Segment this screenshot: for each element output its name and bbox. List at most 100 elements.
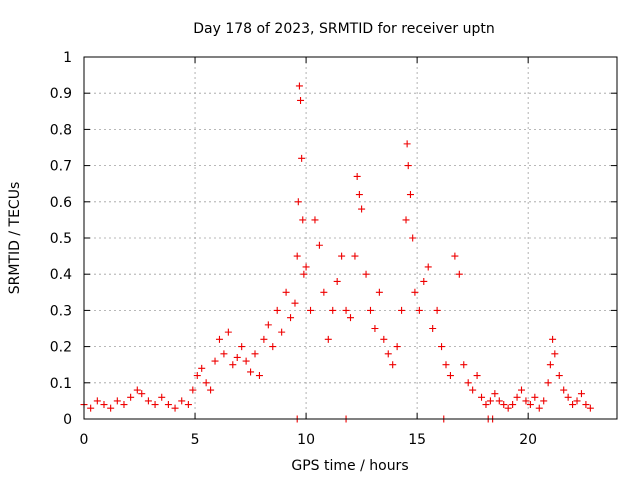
data-point [371, 325, 379, 332]
data-point [522, 397, 530, 405]
data-point [207, 386, 215, 394]
data-point [333, 277, 341, 285]
data-point [113, 397, 121, 405]
x-tick-label: 0 [80, 432, 89, 448]
data-point [531, 393, 539, 401]
data-point [151, 401, 159, 409]
data-point [100, 401, 108, 409]
data-point [544, 379, 552, 387]
data-point [120, 401, 128, 409]
data-point [546, 361, 554, 369]
data-point [269, 343, 277, 351]
x-axis-label: GPS time / hours [291, 458, 408, 474]
data-point [353, 172, 361, 180]
data-point [189, 386, 197, 394]
data-point [504, 404, 512, 412]
data-point [178, 397, 186, 405]
data-point [362, 270, 370, 278]
data-point [133, 386, 141, 394]
data-point [158, 393, 166, 401]
data-point [358, 205, 366, 213]
data-point [482, 401, 490, 409]
data-point [573, 397, 581, 405]
data-point [229, 361, 237, 369]
y-tick-label: 1 [63, 50, 72, 66]
data-point [409, 234, 417, 242]
data-point [455, 270, 463, 278]
y-tick-label: 0.3 [50, 303, 72, 319]
data-point [491, 390, 499, 398]
data-point [127, 393, 135, 401]
data-point [375, 288, 383, 296]
x-tick-label: 5 [191, 432, 200, 448]
data-point [107, 404, 115, 412]
data-point [307, 306, 315, 314]
data-point [198, 364, 206, 372]
data-point [486, 397, 494, 405]
data-point [560, 386, 568, 394]
y-tick-label: 0 [63, 412, 72, 428]
data-point [442, 361, 450, 369]
data-point [569, 401, 577, 409]
data-point [402, 216, 410, 224]
data-point [469, 386, 477, 394]
data-point [398, 306, 406, 314]
y-tick-label: 0.7 [50, 159, 72, 175]
data-point [415, 306, 423, 314]
data-point [164, 401, 172, 409]
data-point [293, 252, 301, 260]
data-point [233, 353, 241, 361]
data-point [429, 325, 437, 332]
x-tick-label: 10 [297, 432, 315, 448]
data-point [500, 401, 508, 409]
data-point [438, 343, 446, 351]
y-tick-label: 0.5 [50, 231, 72, 247]
data-point [93, 397, 101, 405]
data-point [320, 288, 328, 296]
data-point [404, 162, 412, 170]
data-point [329, 306, 337, 314]
y-tick-label: 0.6 [50, 195, 72, 211]
axis-ticks: 00.10.20.30.40.50.60.70.80.910 5 10 15 20 [50, 50, 617, 448]
data-point [251, 350, 259, 358]
data-point [273, 306, 281, 314]
data-point [380, 335, 388, 343]
data-point [297, 96, 305, 104]
data-point [513, 393, 521, 401]
data-point [582, 401, 590, 409]
y-axis-label: SRMTID / TECUs [7, 182, 23, 295]
x-tick-label: 20 [519, 432, 537, 448]
data-point [315, 241, 323, 249]
data-point [220, 350, 228, 358]
data-point [242, 357, 250, 365]
data-point [255, 372, 263, 380]
data-point [518, 386, 526, 394]
data-point [264, 321, 272, 329]
data-point [389, 361, 397, 369]
data-point [302, 263, 310, 271]
data-point [406, 191, 414, 199]
data-point [202, 379, 210, 387]
data-point [211, 357, 219, 365]
y-tick-label: 0.9 [50, 86, 72, 102]
data-point [464, 379, 472, 387]
data-point [171, 404, 179, 412]
data-point [347, 314, 354, 322]
data-point [355, 191, 363, 199]
data-point [351, 252, 359, 260]
data-point [393, 343, 401, 351]
data-markers [80, 82, 594, 423]
data-point [300, 270, 308, 278]
data-point [324, 335, 332, 343]
data-point [577, 390, 585, 398]
data-point [260, 335, 268, 343]
data-point [535, 404, 543, 412]
data-point [338, 252, 346, 260]
data-point [424, 263, 432, 271]
plot-frame [83, 56, 618, 420]
data-point [184, 401, 192, 409]
x-tick-label: 15 [408, 432, 426, 448]
data-point [420, 277, 428, 285]
data-point [144, 397, 152, 405]
data-point [278, 328, 286, 336]
